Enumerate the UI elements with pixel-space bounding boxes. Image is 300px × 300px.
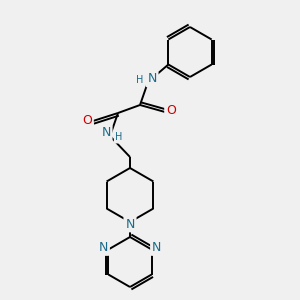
- Text: H: H: [115, 132, 123, 142]
- Text: N: N: [125, 218, 135, 230]
- Text: N: N: [101, 127, 111, 140]
- Text: O: O: [166, 104, 176, 118]
- Text: O: O: [82, 113, 92, 127]
- Text: N: N: [99, 241, 108, 254]
- Text: N: N: [152, 241, 161, 254]
- Text: N: N: [147, 73, 157, 85]
- Text: H: H: [136, 75, 144, 85]
